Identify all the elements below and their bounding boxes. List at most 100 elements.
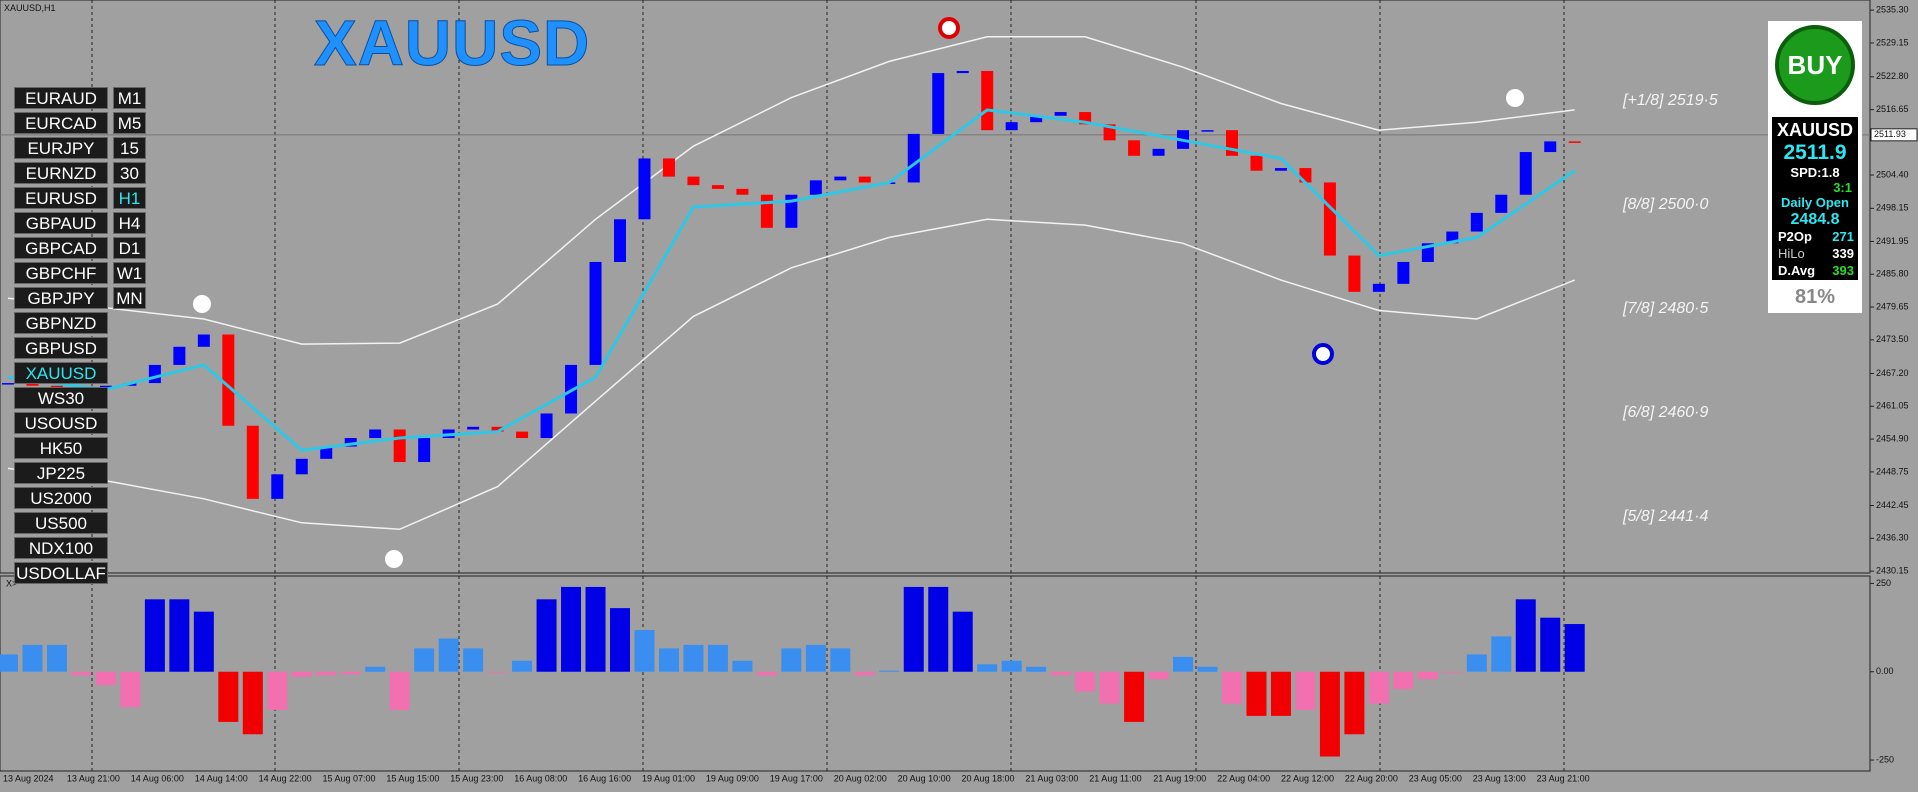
candle	[1372, 283, 1385, 292]
symbol-button[interactable]: WS30	[14, 387, 108, 409]
osc-bar	[1344, 671, 1365, 735]
candle	[1054, 112, 1067, 116]
osc-bar	[658, 648, 679, 672]
osc-bar	[46, 644, 67, 672]
osc-bar	[1540, 617, 1561, 672]
candle	[467, 426, 480, 430]
symbol-button[interactable]: EURJPY	[14, 137, 108, 159]
timeframe-button[interactable]: H4	[113, 212, 146, 234]
symbol-button[interactable]: GBPJPY	[14, 287, 108, 309]
info-daily-open-label: Daily Open	[1781, 195, 1849, 210]
symbol-button[interactable]: HK50	[14, 437, 108, 459]
candle	[516, 431, 529, 439]
candle	[1250, 155, 1263, 171]
timeframe-button[interactable]: 30	[113, 162, 146, 184]
candle	[1519, 152, 1532, 195]
osc-bar	[1124, 671, 1145, 722]
info-daily-open: 2484.8	[1790, 211, 1840, 228]
x-tick-label: 14 Aug 14:00	[195, 773, 248, 783]
candle	[1128, 140, 1141, 156]
osc-bar	[1466, 654, 1487, 672]
y-tick-label: 2467.20	[1876, 368, 1909, 378]
symbol-button[interactable]: GBPCAD	[14, 237, 108, 259]
y-tick-label: 2454.90	[1876, 433, 1909, 443]
osc-bar	[634, 630, 655, 672]
x-tick-label: 13 Aug 21:00	[67, 773, 120, 783]
symbol-button[interactable]: GBPAUD	[14, 212, 108, 234]
swing-marker	[1506, 89, 1524, 107]
osc-bar	[1368, 671, 1389, 704]
symbol-button[interactable]: USDOLLAF	[14, 562, 108, 584]
osc-bar	[830, 648, 851, 672]
osc-bar	[414, 648, 435, 672]
osc-bar	[1222, 671, 1242, 704]
osc-bar	[879, 670, 900, 672]
symbol-button[interactable]: USOUSD	[14, 412, 108, 434]
symbol-button[interactable]: US500	[14, 512, 108, 534]
signal-button[interactable]: BUY	[1775, 25, 1855, 105]
y-tick-label: 250	[1876, 578, 1891, 588]
x-tick-label: 21 Aug 19:00	[1153, 773, 1206, 783]
swing-marker	[1312, 343, 1334, 365]
symbol-button[interactable]: US2000	[14, 487, 108, 509]
osc-bar	[267, 671, 288, 710]
osc-bar	[732, 660, 753, 672]
symbol-button[interactable]: EURCAD	[14, 112, 108, 134]
swing-marker	[193, 295, 211, 313]
y-tick-label: -250	[1876, 754, 1894, 764]
candle	[173, 346, 186, 365]
osc-bar	[1173, 656, 1194, 672]
symbol-button[interactable]: NDX100	[14, 537, 108, 559]
candle	[614, 219, 626, 262]
candle	[344, 438, 357, 447]
candle	[687, 176, 700, 186]
symbol-button[interactable]: JP225	[14, 462, 108, 484]
timeframe-button[interactable]: M5	[113, 112, 146, 134]
current-price-tag	[1870, 128, 1918, 142]
symbol-button[interactable]: GBPUSD	[14, 337, 108, 359]
x-tick-label: 20 Aug 10:00	[898, 773, 951, 783]
symbol-button[interactable]: GBPCHF	[14, 262, 108, 284]
candle	[785, 194, 798, 228]
osc-label: X>	[6, 578, 17, 588]
symbol-button[interactable]: XAUUSD	[14, 362, 108, 384]
info-row-value: 271	[1832, 229, 1854, 244]
timeframe-button[interactable]: 15	[113, 137, 146, 159]
symbol-button[interactable]: GBPNZD	[14, 312, 108, 334]
candle	[1446, 231, 1459, 244]
murrey-level: [7/8] 2480·5	[1623, 300, 1709, 317]
y-tick-label: 2479.65	[1876, 301, 1909, 311]
y-tick-label: 2516.65	[1876, 104, 1909, 114]
candle	[1495, 194, 1508, 213]
y-tick-label: 0.00	[1876, 666, 1894, 676]
osc-bar	[707, 644, 728, 672]
x-tick-label: 21 Aug 11:00	[1089, 773, 1141, 783]
murrey-level: [8/8] 2500·0	[1623, 196, 1709, 213]
x-tick-label: 22 Aug 20:00	[1345, 773, 1398, 783]
symbol-button[interactable]: EURUSD	[14, 187, 108, 209]
symbol-button[interactable]: EURNZD	[14, 162, 108, 184]
timeframe-button[interactable]: H1	[113, 187, 146, 209]
timeframe-button[interactable]: MN	[113, 287, 146, 309]
y-tick-label: 2485.80	[1876, 269, 1909, 279]
osc-bar	[1075, 671, 1096, 692]
candle	[1152, 148, 1165, 156]
candle	[858, 176, 871, 183]
symbol-button[interactable]: EURAUD	[14, 87, 108, 109]
info-spread: SPD:1.8	[1790, 165, 1840, 180]
timeframe-button[interactable]: D1	[113, 237, 146, 259]
timeframe-button[interactable]: M1	[113, 87, 146, 109]
osc-bar	[1026, 666, 1047, 672]
osc-bar	[144, 599, 165, 672]
osc-bar	[340, 671, 361, 675]
candle	[320, 446, 333, 459]
timeframe-button[interactable]: W1	[113, 262, 146, 284]
candle	[1397, 261, 1410, 284]
candle	[26, 383, 39, 386]
osc-bar	[903, 586, 924, 672]
current-price-label: 2511.93	[1874, 129, 1906, 139]
candle	[736, 188, 749, 195]
osc-bar	[561, 586, 582, 672]
y-tick-label: 2461.05	[1876, 401, 1909, 411]
x-tick-label: 14 Aug 06:00	[131, 773, 184, 783]
